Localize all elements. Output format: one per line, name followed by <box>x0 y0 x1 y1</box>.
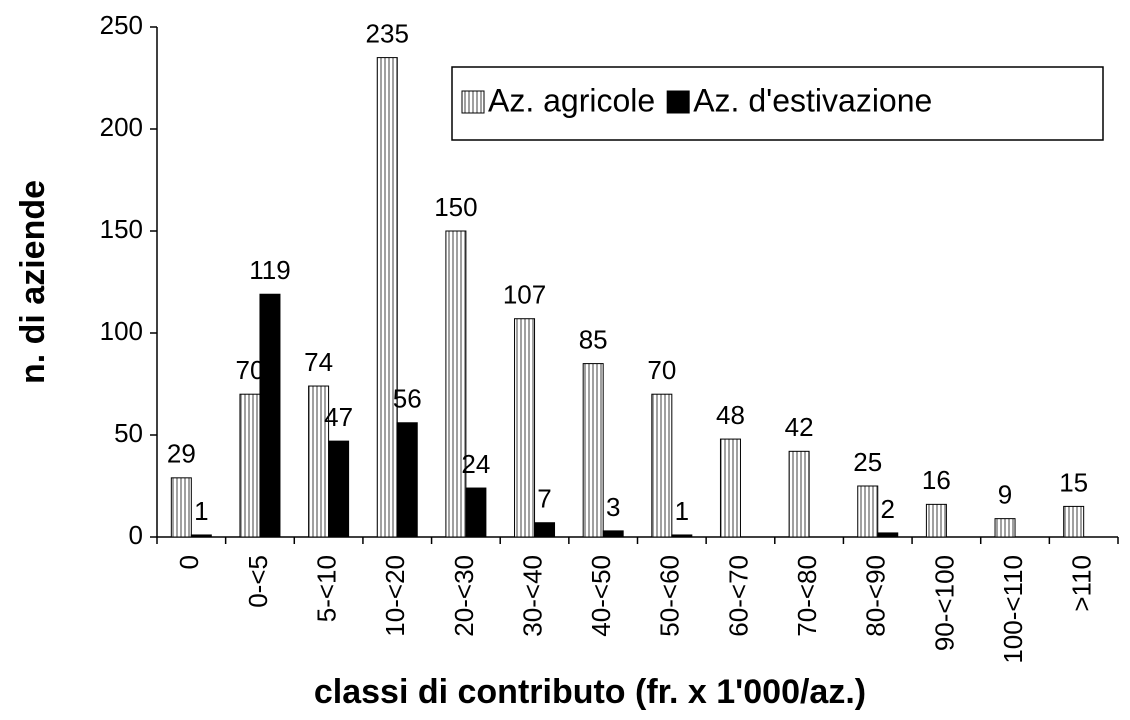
y-tick-label: 100 <box>100 316 143 346</box>
value-label: 70 <box>647 355 676 385</box>
bar <box>1063 505 1085 538</box>
bar <box>514 318 536 538</box>
bar <box>877 532 899 538</box>
value-label: 24 <box>461 449 490 479</box>
legend-box <box>451 66 1104 141</box>
bar <box>376 57 398 538</box>
bar <box>259 293 281 538</box>
x-tick-label: 0 <box>174 555 204 569</box>
x-tick-label: 20-<30 <box>449 555 479 637</box>
value-label: 7 <box>537 484 551 514</box>
y-axis-title: n. di aziende <box>14 180 52 384</box>
bar <box>170 477 192 538</box>
x-tick-label: 10-<20 <box>380 555 410 637</box>
value-label: 56 <box>393 384 422 414</box>
x-tick-label: 5-<10 <box>311 555 341 622</box>
bar <box>190 534 212 538</box>
bar <box>925 503 947 538</box>
value-label: 9 <box>998 480 1012 510</box>
value-label: 48 <box>716 400 745 430</box>
value-label: 3 <box>606 492 620 522</box>
value-label: 119 <box>249 255 290 285</box>
bar <box>445 230 467 538</box>
x-tick-label: >110 <box>1067 555 1097 612</box>
value-label: 42 <box>785 412 814 442</box>
x-tick-label: 0-<5 <box>243 555 273 608</box>
y-tick-label: 150 <box>100 214 143 244</box>
bar <box>857 485 879 538</box>
bar <box>602 530 624 538</box>
legend-swatch <box>666 90 690 114</box>
bar <box>328 440 350 538</box>
bar <box>582 363 604 538</box>
y-tick-label: 200 <box>100 112 143 142</box>
value-label: 85 <box>579 324 608 354</box>
value-label: 1 <box>675 496 689 526</box>
x-tick-label: 90-<100 <box>929 555 959 651</box>
bar <box>788 450 810 538</box>
value-label: 29 <box>167 439 196 469</box>
bar <box>651 393 673 538</box>
bar <box>465 487 487 538</box>
bar <box>994 518 1016 538</box>
legend: Az. agricole Az. d'estivazione <box>451 66 1104 141</box>
x-tick-label: 100-<110 <box>998 555 1028 664</box>
x-axis-title: classi di contributo (fr. x 1'000/az.) <box>314 673 866 711</box>
value-label: 150 <box>434 192 477 222</box>
value-label: 47 <box>324 402 353 432</box>
y-tick-label: 0 <box>129 520 143 550</box>
bar <box>534 522 556 538</box>
value-label: 1 <box>194 496 208 526</box>
value-label: 235 <box>366 18 409 48</box>
y-tick-label: 250 <box>100 10 143 40</box>
value-label: 16 <box>922 465 951 495</box>
value-label: 74 <box>304 347 333 377</box>
legend-label: Az. d'estivazione <box>693 82 932 118</box>
bar <box>396 422 418 538</box>
value-label: 107 <box>503 280 546 310</box>
x-tick-label: 70-<80 <box>792 555 822 637</box>
x-tick-label: 50-<60 <box>655 555 685 637</box>
bar <box>671 534 693 538</box>
bar <box>239 393 261 538</box>
value-label: 2 <box>881 494 895 524</box>
x-tick-label: 40-<50 <box>586 555 616 637</box>
y-tick-label: 50 <box>114 418 143 448</box>
bar <box>719 438 741 538</box>
x-tick-label: 80-<90 <box>861 555 891 637</box>
legend-swatch <box>461 90 485 114</box>
value-label: 15 <box>1059 467 1088 497</box>
x-tick-label: 30-<40 <box>517 555 547 637</box>
value-label: 25 <box>853 447 882 477</box>
legend-label: Az. agricole <box>488 82 655 118</box>
x-tick-label: 60-<70 <box>723 555 753 637</box>
